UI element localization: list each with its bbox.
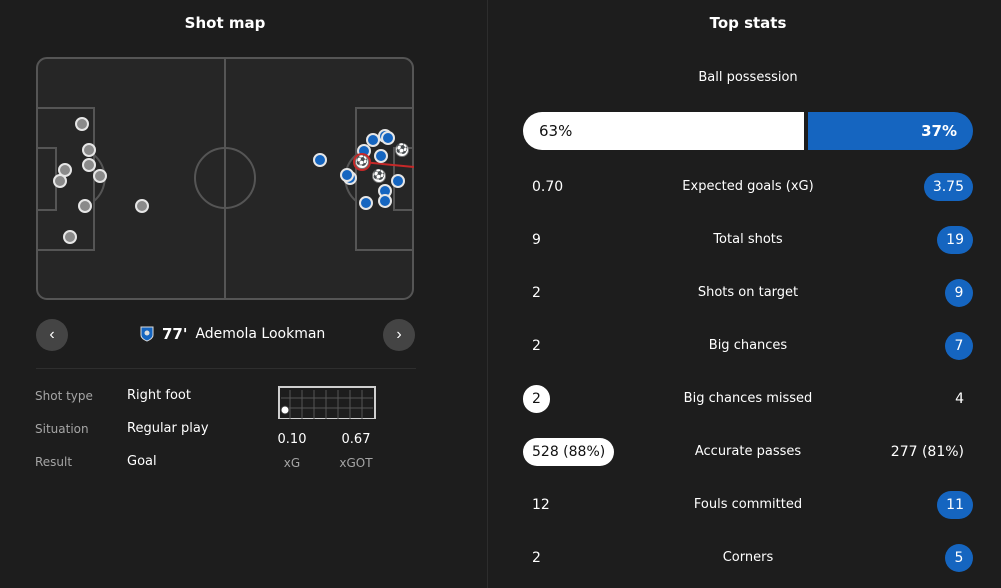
chevron-right-icon: › (396, 326, 402, 343)
shot-trajectory (361, 161, 414, 168)
stat-home-value: 12 (532, 497, 550, 513)
stat-away-value: 3.75 (923, 173, 973, 201)
stat-home-value: 0.70 (532, 179, 564, 195)
possession-bar: 63% 37% (523, 112, 973, 150)
chevron-left-icon: ‹ (49, 326, 55, 343)
shot-map-title: Shot map (184, 14, 266, 32)
stat-row: 528 (88%) Accurate passes 277 (81%) (523, 438, 973, 468)
situation-value: Regular play (127, 421, 209, 436)
home-shot-marker[interactable] (82, 158, 96, 172)
stat-label: Accurate passes (694, 444, 802, 459)
result-value: Goal (127, 454, 157, 469)
stat-label: Fouls committed (693, 497, 803, 512)
stat-label: Shots on target (697, 285, 799, 300)
shot-minute: 77' (162, 325, 188, 343)
current-shot: 77' Ademola Lookman (140, 325, 325, 343)
atalanta-crest-icon (140, 326, 154, 342)
stat-row: 9 Total shots 19 (523, 226, 973, 256)
stat-row: 2 Shots on target 9 (523, 279, 973, 309)
stat-away-value: 11 (937, 491, 973, 519)
xg-label: xG (283, 456, 301, 470)
situation-label: Situation (35, 422, 89, 436)
away-shot-marker[interactable] (313, 153, 327, 167)
away-shot-marker[interactable] (391, 174, 405, 188)
top-stats-title: Top stats (709, 14, 787, 32)
panel-divider (487, 0, 488, 588)
stat-away-value: 7 (945, 332, 973, 360)
top-stats-panel: Top stats Ball possession 63% 37% 0.70 Ex… (488, 0, 1001, 588)
shot-map-panel: Shot map ⚽ ⚽ ⚽ ‹ 77' Ademola Lookman › (0, 0, 487, 588)
xg-value: 0.10 (277, 432, 307, 447)
stat-home-value: 2 (532, 285, 541, 301)
stat-home-value: 9 (532, 232, 541, 248)
goal-shot-marker[interactable]: ⚽ (395, 143, 409, 157)
stat-away-value: 4 (955, 391, 964, 407)
goal-shot-marker[interactable]: ⚽ (355, 155, 369, 169)
stat-label: Big chances (708, 338, 788, 353)
stat-away-value: 9 (945, 279, 973, 307)
home-shot-marker[interactable] (82, 143, 96, 157)
stat-row: 2 Big chances 7 (523, 332, 973, 362)
stat-row: 2 Corners 5 (523, 544, 973, 574)
stat-home-value: 2 (532, 550, 541, 566)
stat-row: 0.70 Expected goals (xG) 3.75 (523, 173, 973, 203)
home-shot-marker[interactable] (135, 199, 149, 213)
possession-away: 37% (808, 112, 973, 150)
home-shot-marker[interactable] (63, 230, 77, 244)
possession-label: Ball possession (698, 70, 798, 85)
goal-shot-marker[interactable]: ⚽ (372, 169, 386, 183)
home-shot-marker[interactable] (78, 199, 92, 213)
stat-away-value: 5 (945, 544, 973, 572)
stat-row: 12 Fouls committed 11 (523, 491, 973, 521)
shot-type-value: Right foot (127, 388, 191, 403)
shot-layer: ⚽ ⚽ ⚽ (36, 57, 414, 300)
next-shot-button[interactable]: › (383, 319, 415, 351)
stat-label: Big chances missed (683, 391, 813, 406)
stat-label: Expected goals (xG) (682, 179, 814, 194)
stat-row: 2 Big chances missed 4 (523, 385, 973, 415)
xgot-value: 0.67 (341, 432, 371, 447)
stat-home-value: 2 (523, 385, 550, 413)
stat-label: Total shots (713, 232, 783, 247)
stat-away-value: 277 (81%) (890, 444, 964, 460)
stat-label: Corners (722, 550, 774, 565)
previous-shot-button[interactable]: ‹ (36, 319, 68, 351)
stat-away-value: 19 (937, 226, 973, 254)
home-shot-marker[interactable] (93, 169, 107, 183)
stat-home-value: 2 (532, 338, 541, 354)
home-shot-marker[interactable] (75, 117, 89, 131)
possession-home: 63% (523, 112, 804, 150)
away-shot-marker[interactable] (374, 149, 388, 163)
home-shot-marker[interactable] (53, 174, 67, 188)
goal-frame-diagram (278, 386, 376, 419)
away-shot-marker[interactable] (359, 196, 373, 210)
away-shot-marker[interactable] (378, 194, 392, 208)
shot-player: Ademola Lookman (195, 326, 326, 342)
away-shot-marker[interactable] (381, 131, 395, 145)
away-shot-marker[interactable] (340, 168, 354, 182)
shot-type-label: Shot type (35, 389, 93, 403)
stat-home-value: 528 (88%) (523, 438, 615, 466)
result-label: Result (35, 455, 73, 469)
divider-line (36, 368, 416, 369)
xgot-label: xGOT (339, 456, 373, 470)
